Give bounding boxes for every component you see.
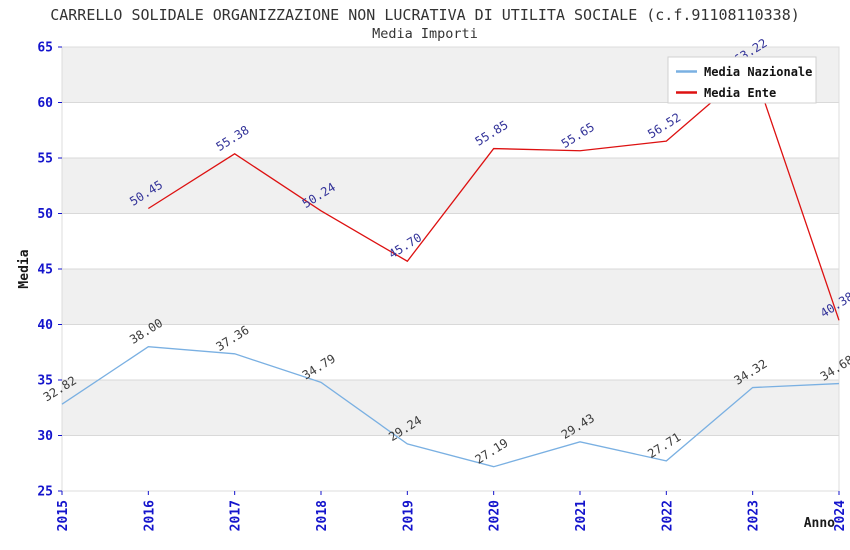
plot-band [62, 102, 839, 158]
legend-label-media-ente: Media Ente [704, 86, 776, 100]
chart-subtitle: Media Importi [372, 26, 478, 42]
y-tick-label: 50 [37, 207, 53, 222]
x-tick-label: 2021 [574, 500, 589, 531]
x-tick-label: 2016 [142, 500, 157, 531]
y-tick-label: 55 [37, 152, 53, 167]
legend-box [667, 56, 817, 104]
y-tick-label: 40 [37, 318, 53, 333]
x-axis-label: Anno [804, 516, 835, 531]
y-tick-label: 60 [37, 96, 53, 111]
y-tick-label: 45 [37, 263, 53, 278]
y-axis-label: Media [17, 249, 32, 288]
x-tick-label: 2024 [833, 500, 848, 531]
chart-title: CARRELLO SOLIDALE ORGANIZZAZIONE NON LUC… [50, 6, 800, 24]
y-tick-label: 30 [37, 429, 53, 444]
series-line-media-nazionale [61, 346, 840, 468]
legend-label-media-nazionale: Media Nazionale [704, 65, 812, 79]
x-tick-label: 2018 [315, 500, 330, 531]
x-tick-label: 2020 [488, 500, 503, 531]
x-tick-label: 2022 [660, 500, 675, 531]
x-tick-label: 2019 [401, 500, 416, 531]
plot-band [62, 380, 839, 436]
plot-band [62, 269, 839, 325]
y-tick-label: 35 [37, 374, 53, 389]
plot-band [62, 213, 839, 269]
x-tick-label: 2023 [747, 500, 762, 531]
y-tick-label: 25 [37, 485, 53, 500]
y-tick-label: 65 [37, 41, 53, 56]
x-tick-label: 2017 [229, 500, 244, 531]
x-tick-label: 2015 [56, 500, 71, 531]
plot-band [62, 324, 839, 380]
plot-band [62, 435, 839, 491]
